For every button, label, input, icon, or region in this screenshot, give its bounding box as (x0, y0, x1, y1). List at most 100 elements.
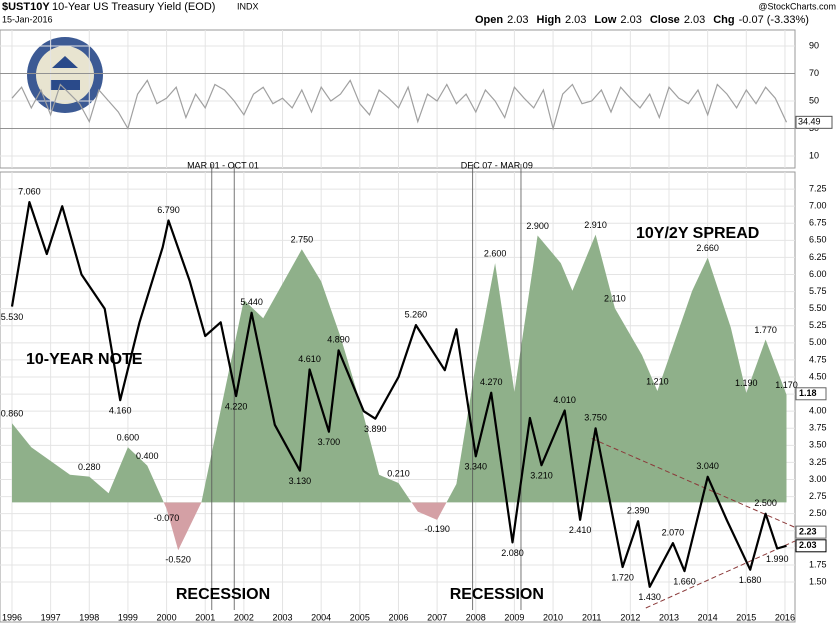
y-tick-label: 1.75 (809, 559, 827, 569)
indicator-last-value: 34.49 (798, 117, 821, 127)
price-value-label: 4.890 (327, 335, 350, 345)
treasury-seal (27, 37, 103, 113)
x-tick-label: 2001 (195, 612, 215, 622)
y-tick-label: 2.75 (809, 491, 827, 501)
y-tick-label: 6.00 (809, 269, 827, 279)
indicator-tick-label: 50 (809, 95, 819, 105)
spread-value-label: 0.860 (1, 409, 24, 419)
price-value-label: 3.750 (584, 413, 607, 423)
quote-label: Open (475, 14, 503, 26)
y-tick-label: 3.00 (809, 474, 827, 484)
price-value-label: 1.720 (611, 572, 634, 582)
y-tick-label: 3.25 (809, 457, 827, 467)
price-value-label: 2.410 (569, 525, 592, 535)
exchange: INDX (237, 1, 259, 11)
spread-value-label: -0.070 (154, 513, 180, 523)
y-tick-label: 4.75 (809, 354, 827, 364)
y-tick-label: 6.50 (809, 235, 827, 245)
indicator-line (11, 79, 788, 131)
x-tick-label: 2012 (620, 612, 640, 622)
x-tick-label: 2006 (388, 612, 408, 622)
price-value-label: 3.340 (464, 462, 487, 472)
price-value-label: 4.610 (298, 354, 321, 364)
x-tick-label: 1997 (41, 612, 61, 622)
spread-legend: 10Y/2Y SPREAD (636, 225, 759, 242)
spread-value-label: -0.520 (165, 555, 191, 565)
x-tick-label: 2016 (775, 612, 795, 622)
price-value-label: 5.260 (405, 309, 428, 319)
x-tick-label: 2004 (311, 612, 331, 622)
chart-subtitle: 10-Year US Treasury Yield (EOD) (52, 1, 215, 13)
x-tick-label: 2013 (659, 612, 679, 622)
x-tick-label: 2003 (273, 612, 293, 622)
spread-value-label: 0.400 (136, 451, 159, 461)
quote-label: Chg (713, 14, 734, 26)
price-value-label: 3.700 (318, 437, 341, 447)
y-tick-label: 5.50 (809, 303, 827, 313)
spread-value-label: 1.170 (775, 380, 798, 390)
quote-value: 2.03 (507, 14, 528, 26)
spread-value-label: 2.750 (291, 235, 314, 245)
spread-value-label: 1.210 (646, 376, 669, 386)
y-tick-label: 3.50 (809, 440, 827, 450)
main-panel (0, 171, 796, 623)
seal-emblem (50, 56, 80, 90)
recession-label: RECESSION (176, 586, 270, 603)
spread-value-label: 2.910 (584, 220, 607, 230)
spread-value-label: 1.770 (754, 325, 777, 335)
price-value-label: 2.070 (662, 527, 685, 537)
quote-label: Low (594, 14, 616, 26)
price-value-label: 5.440 (240, 297, 263, 307)
x-tick-label: 2002 (234, 612, 254, 622)
price-value-label: 2.080 (501, 548, 524, 558)
x-tick-label: 1999 (118, 612, 138, 622)
spread-area (12, 234, 787, 551)
source: @StockCharts.com (758, 1, 836, 11)
price-line (10, 201, 787, 588)
seal-inner (36, 46, 94, 104)
price-value-label: 2.500 (754, 498, 777, 508)
y-tick-label: 2.50 (809, 508, 827, 518)
y-tick-label: 7.00 (809, 201, 827, 211)
indicator-last-box (795, 115, 833, 129)
x-tick-label: 2010 (543, 612, 563, 622)
price-value-label: 3.130 (289, 476, 312, 486)
y-tick-label: 4.00 (809, 406, 827, 416)
y-tick-label: 7.25 (809, 183, 827, 193)
y-tick-label: 5.00 (809, 337, 827, 347)
x-tick-label: 2009 (504, 612, 524, 622)
recession-label: RECESSION (450, 586, 544, 603)
chart-title: $UST10Y (2, 1, 50, 13)
price-value-label: 6.790 (157, 205, 180, 215)
price-value-label: 1.990 (766, 554, 789, 564)
y-tick-label: 5.75 (809, 286, 827, 296)
last-price-box (795, 539, 827, 553)
spread-value-label: 1.190 (735, 378, 758, 388)
price-value-label: 4.220 (225, 402, 248, 412)
indicator-panel (0, 29, 796, 169)
y-tick-label: 6.25 (809, 252, 827, 262)
spread-value-label: 0.210 (387, 468, 410, 478)
y-tick-label: 1.50 (809, 576, 827, 586)
date: 15-Jan-2016 (2, 14, 53, 24)
x-tick-label: 2015 (736, 612, 756, 622)
x-tick-label: 2007 (427, 612, 447, 622)
last-price-value: 2.03 (799, 540, 817, 550)
x-tick-label: 1998 (79, 612, 99, 622)
indicator-tick-label: 90 (809, 40, 819, 50)
x-tick-label: 1996 (2, 612, 22, 622)
last-value-box (795, 387, 827, 401)
price-value-label: 1.660 (673, 576, 696, 586)
x-tick-label: 2011 (582, 612, 601, 622)
last-value: 2.23 (799, 527, 817, 537)
spread-value-label: 2.600 (484, 248, 507, 258)
spread-value-label: -0.190 (424, 524, 450, 534)
last-value: 1.18 (799, 388, 817, 398)
price-value-label: 3.890 (364, 424, 387, 434)
price-value-label: 4.160 (109, 406, 132, 416)
recession-dates: MAR 01 - OCT 01 (187, 160, 259, 170)
y-tick-label: 6.75 (809, 218, 827, 228)
quote-label: High (537, 14, 562, 26)
